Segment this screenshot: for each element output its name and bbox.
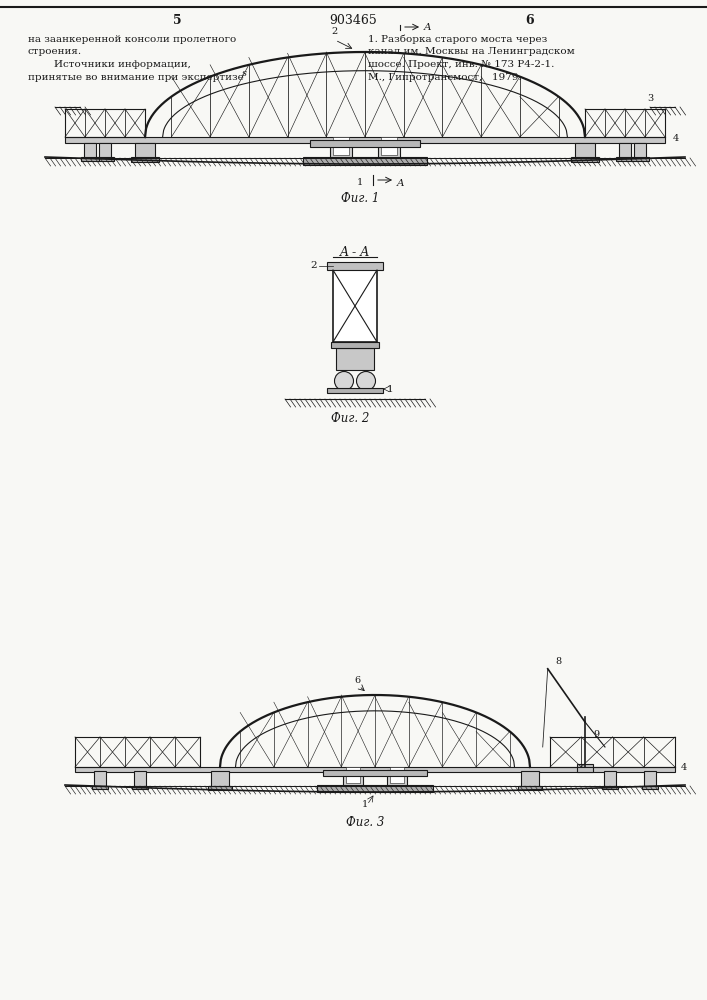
Text: М., Гипротрансмост,   1979.: М., Гипротрансмост, 1979. <box>368 73 522 82</box>
Bar <box>346 767 360 774</box>
Bar <box>577 764 593 772</box>
Text: 8: 8 <box>556 657 562 666</box>
Bar <box>208 786 232 790</box>
Bar <box>330 142 352 160</box>
Bar <box>390 776 404 783</box>
Text: 2: 2 <box>310 261 317 270</box>
Bar <box>387 770 407 788</box>
Circle shape <box>334 371 354 390</box>
Bar <box>381 137 397 145</box>
Text: 9: 9 <box>593 730 599 739</box>
Bar <box>81 157 99 161</box>
Text: 3: 3 <box>647 94 653 103</box>
Bar <box>333 137 349 145</box>
Text: Фиг. 3: Фиг. 3 <box>346 816 384 830</box>
Bar <box>131 157 159 162</box>
Bar <box>518 786 542 790</box>
Text: на заанкеренной консоли пролетного: на заанкеренной консоли пролетного <box>28 35 236 44</box>
Text: 4: 4 <box>673 134 679 143</box>
Bar <box>604 771 616 787</box>
Text: 1: 1 <box>387 384 394 393</box>
Bar <box>327 262 383 270</box>
Bar <box>65 137 665 143</box>
Text: Фиг. 1: Фиг. 1 <box>341 192 379 206</box>
Bar <box>616 157 634 161</box>
Bar <box>84 143 96 158</box>
Text: A: A <box>424 22 431 31</box>
Text: канал им. Москвы на Ленинградском: канал им. Москвы на Ленинградском <box>368 47 575 56</box>
Bar <box>602 786 618 789</box>
Bar <box>343 770 363 788</box>
Text: 5: 5 <box>173 13 181 26</box>
Text: 1: 1 <box>357 178 363 187</box>
Bar <box>521 771 539 787</box>
Text: 4: 4 <box>681 763 687 772</box>
Bar <box>634 143 646 158</box>
Bar <box>331 342 379 348</box>
Bar <box>390 767 404 774</box>
Text: s: s <box>242 69 247 78</box>
Text: строения.: строения. <box>28 47 82 56</box>
Bar <box>642 786 658 789</box>
Text: 6: 6 <box>526 13 534 26</box>
Bar <box>134 771 146 787</box>
Text: 6: 6 <box>354 676 360 685</box>
Bar <box>75 767 675 772</box>
Bar <box>323 770 427 776</box>
Bar <box>317 785 433 792</box>
Bar <box>336 348 374 370</box>
Text: Фиг. 2: Фиг. 2 <box>331 412 369 426</box>
Bar <box>571 157 599 162</box>
Bar <box>92 786 108 789</box>
Bar <box>575 143 595 159</box>
Bar <box>310 140 420 147</box>
Bar <box>94 771 106 787</box>
Bar <box>346 776 360 783</box>
Bar <box>96 157 114 161</box>
Text: шоссе. Проект, инв. № 173 Р4-2-1.: шоссе. Проект, инв. № 173 Р4-2-1. <box>368 60 554 69</box>
Text: 903465: 903465 <box>329 13 377 26</box>
Bar <box>631 157 649 161</box>
Text: принятые во внимание при экспертизе: принятые во внимание при экспертизе <box>28 73 244 82</box>
Bar <box>644 771 656 787</box>
Text: Источники информации,: Источники информации, <box>28 60 191 69</box>
Text: 1: 1 <box>362 800 368 809</box>
Text: A - A: A - A <box>340 245 370 258</box>
Bar <box>378 142 400 160</box>
Bar <box>619 143 631 158</box>
Bar <box>333 147 349 155</box>
Text: 2: 2 <box>332 27 338 36</box>
Text: 1. Разборка старого моста через: 1. Разборка старого моста через <box>368 35 547 44</box>
Bar <box>327 388 383 393</box>
Bar <box>381 147 397 155</box>
Bar <box>303 157 427 165</box>
Bar <box>333 270 377 342</box>
Circle shape <box>356 371 375 390</box>
Bar <box>132 786 148 789</box>
Bar <box>211 771 229 787</box>
Text: A: A <box>397 178 404 188</box>
Bar <box>135 143 155 159</box>
Bar <box>99 143 111 158</box>
